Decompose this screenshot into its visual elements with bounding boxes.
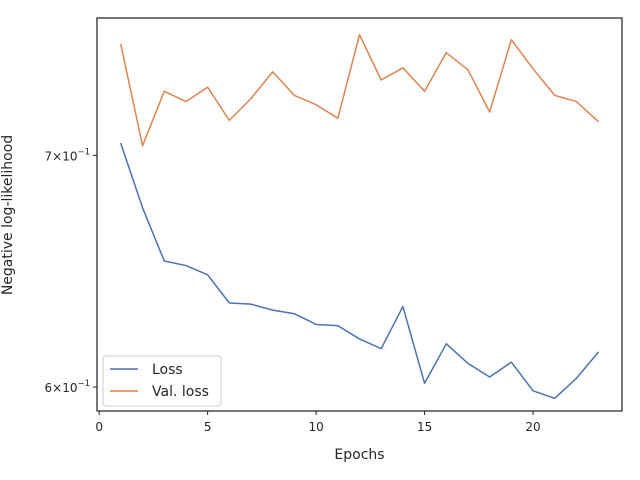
x-tick-label: 15 [417,420,432,434]
x-axis: 0 5 10 15 20 [95,411,541,434]
series-line-val-loss [120,34,599,147]
x-tick-label: 0 [95,420,103,434]
y-axis-label: Negative log-likelihood [0,135,16,295]
series-line-loss [120,142,599,400]
x-tick-label: 5 [204,420,212,434]
plot-lines [120,34,599,400]
y-axis: 6×10−1 7×10−1 [45,147,97,395]
legend-label: Val. loss [152,384,209,400]
y-tick-label: 6×10−1 [45,379,91,395]
plot-area-frame [96,17,623,412]
legend: Loss Val. loss [102,355,222,407]
x-tick-label: 20 [525,420,540,434]
x-axis-label: Epochs [334,447,384,463]
legend-label: Loss [152,362,183,378]
x-tick-label: 10 [308,420,323,434]
y-tick-label: 7×10−1 [45,147,91,163]
